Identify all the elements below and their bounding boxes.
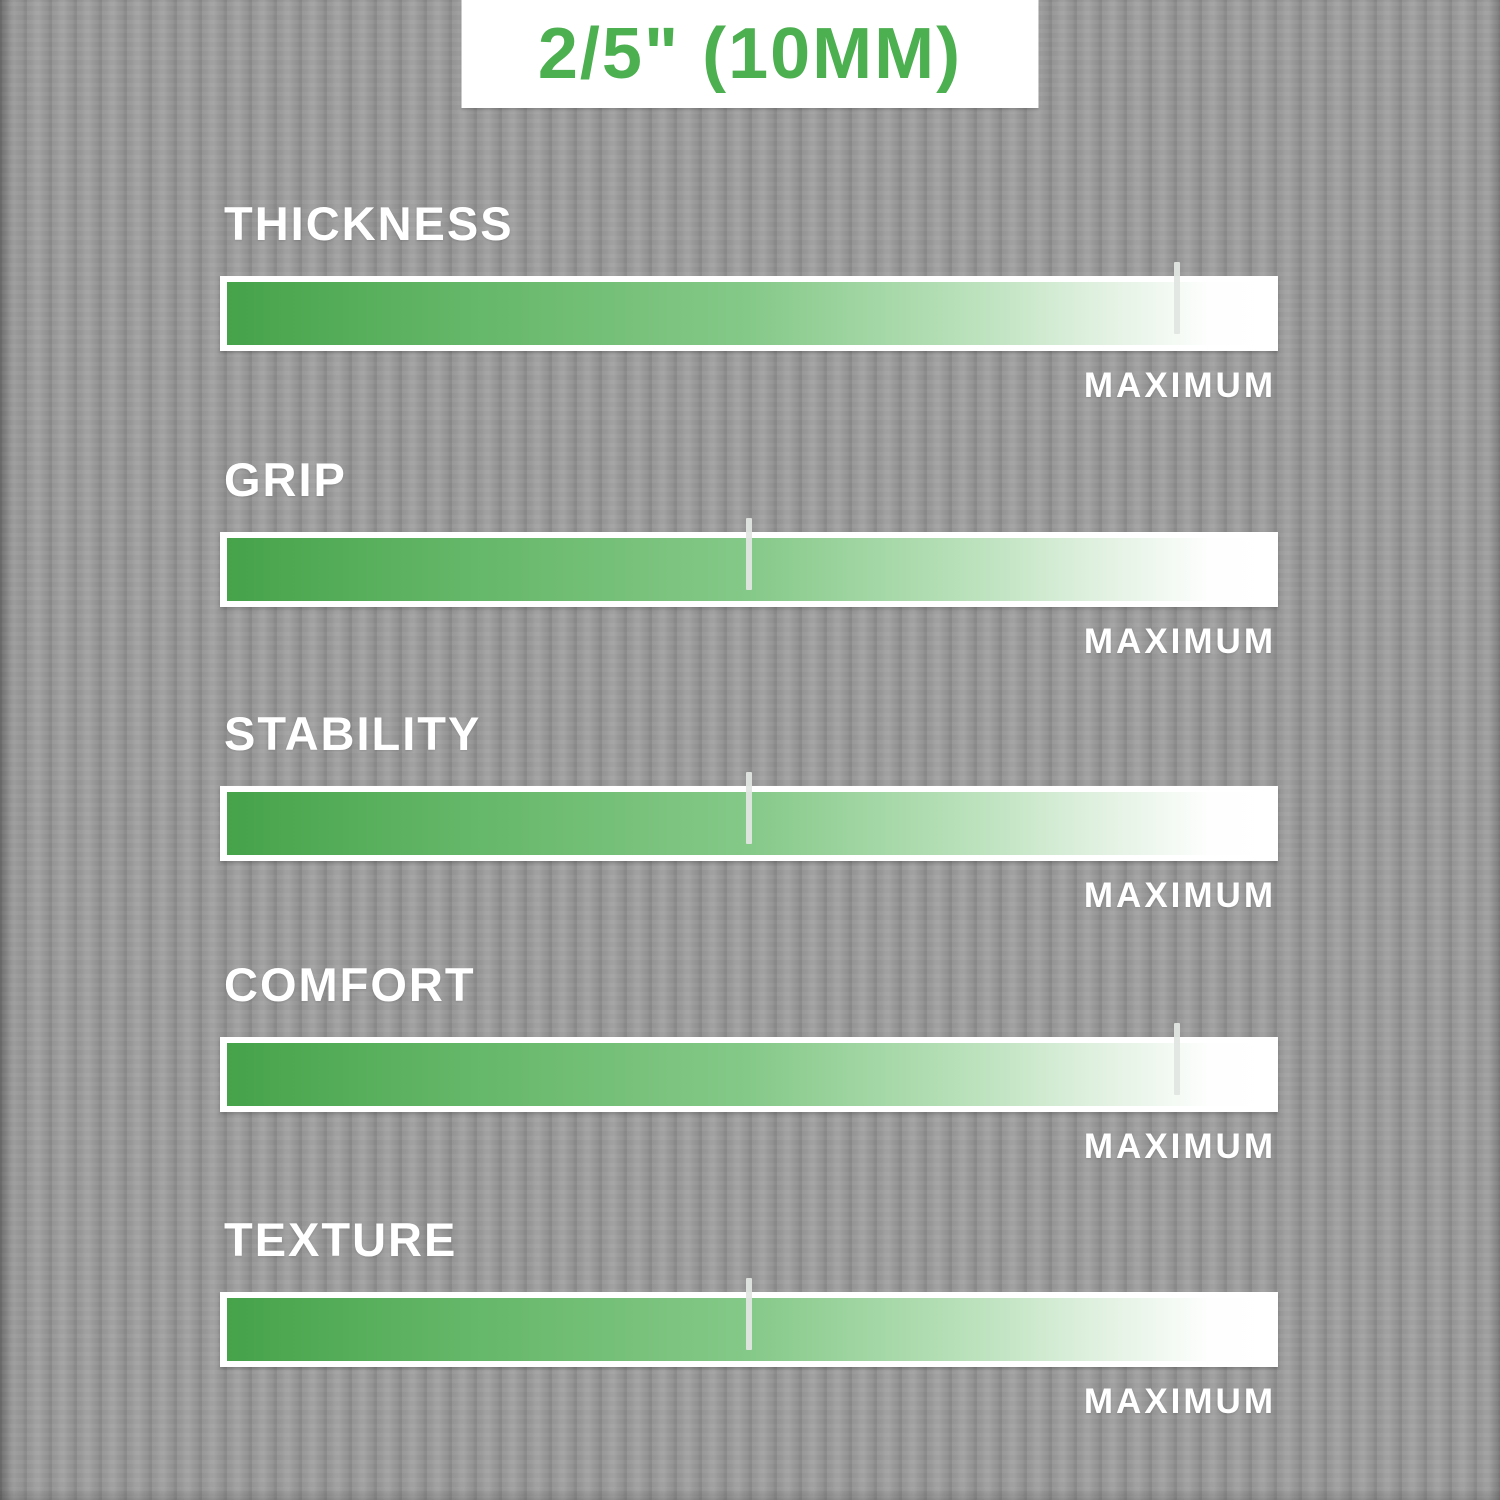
bar-gradient: [227, 772, 1271, 855]
metric-row-thickness: THICKNESS MAXIMUM: [220, 196, 1278, 426]
bar-gradient: [227, 1023, 1271, 1106]
metric-row-grip: GRIP MAXIMUM: [220, 452, 1278, 682]
metric-bar: [220, 1278, 1278, 1367]
bar-tick-marker: [746, 1278, 752, 1350]
metric-bar: [220, 262, 1278, 351]
bar-gradient: [227, 518, 1271, 601]
metric-label: TEXTURE: [224, 1213, 458, 1266]
thickness-badge: 2/5" (10MM): [461, 0, 1039, 108]
maximum-label: MAXIMUM: [1083, 366, 1276, 405]
bar-gradient: [227, 262, 1271, 345]
bar-gradient: [227, 1278, 1271, 1361]
maximum-label: MAXIMUM: [1083, 622, 1276, 661]
metric-label: COMFORT: [224, 958, 476, 1011]
metric-row-stability: STABILITY MAXIMUM: [220, 706, 1278, 936]
bar-tick-marker: [1174, 262, 1181, 334]
metric-label: STABILITY: [224, 707, 482, 760]
maximum-label: MAXIMUM: [1083, 876, 1276, 915]
maximum-label: MAXIMUM: [1083, 1127, 1276, 1166]
bar-tick-marker: [746, 772, 752, 844]
metric-bar: [220, 1023, 1278, 1112]
metric-bar: [220, 772, 1278, 861]
bar-tick-marker: [1174, 1023, 1181, 1095]
badge-label: 2/5" (10MM): [537, 14, 963, 94]
bar-tick-marker: [746, 518, 752, 590]
metric-row-texture: TEXTURE MAXIMUM: [220, 1212, 1278, 1442]
metric-row-comfort: COMFORT MAXIMUM: [220, 957, 1278, 1187]
metric-label: THICKNESS: [224, 197, 514, 250]
metric-label: GRIP: [224, 453, 347, 506]
maximum-label: MAXIMUM: [1083, 1382, 1276, 1421]
metric-bar: [220, 518, 1278, 607]
